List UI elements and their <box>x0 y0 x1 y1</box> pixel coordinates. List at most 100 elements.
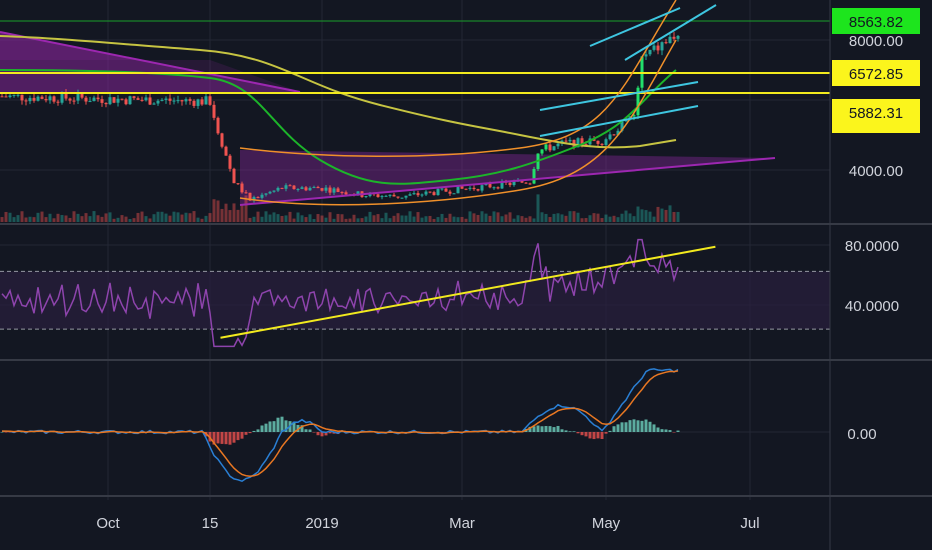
candle-body <box>212 104 216 118</box>
candle-body <box>44 98 48 101</box>
volume-bar <box>452 216 456 222</box>
macd-histogram-bar <box>316 432 320 436</box>
candle-body <box>48 96 52 101</box>
candle-body <box>228 155 232 169</box>
candle-body <box>296 189 300 191</box>
volume-bar <box>152 214 156 222</box>
volume-bar <box>368 211 372 222</box>
macd-histogram-bar <box>580 432 584 436</box>
volume-bar <box>288 211 292 222</box>
volume-bar <box>448 213 452 222</box>
candle-body <box>232 168 236 184</box>
candle-body <box>108 97 112 105</box>
candle-body <box>92 97 96 102</box>
volume-bar <box>120 215 124 222</box>
macd-histogram-bar <box>588 432 592 439</box>
volume-bar <box>232 203 236 222</box>
volume-bar <box>560 214 564 222</box>
volume-bar <box>520 216 524 222</box>
macd-histogram-bar <box>276 417 280 432</box>
candle-body <box>216 117 220 134</box>
candle-body <box>552 146 556 151</box>
macd-histogram-bar <box>248 432 252 434</box>
volume-bar <box>312 218 316 222</box>
volume-bar <box>508 212 512 222</box>
candle-body <box>280 187 284 189</box>
macd-histogram-bar <box>592 432 596 440</box>
candle-body <box>328 187 332 193</box>
macd-histogram-bar <box>300 425 304 432</box>
volume-bar <box>624 210 628 222</box>
macd-histogram-bar <box>656 427 660 432</box>
volume-bar <box>272 212 276 222</box>
volume-bar <box>316 214 320 222</box>
candle-body <box>60 92 64 103</box>
volume-bar <box>500 216 504 222</box>
candle-body <box>416 193 420 196</box>
volume-bar <box>440 213 444 222</box>
macd-histogram-bar <box>280 416 284 432</box>
price-label-bg <box>832 99 920 133</box>
macd-histogram-bar <box>216 432 220 444</box>
arc-upper <box>239 0 677 158</box>
candle-body <box>388 194 392 196</box>
volume-bar <box>536 194 540 222</box>
volume-bar <box>240 204 244 222</box>
volume-bar <box>388 218 392 222</box>
volume-bar <box>608 216 612 222</box>
candle-body <box>140 99 144 101</box>
volume-bar <box>516 215 520 222</box>
volume-bar <box>460 216 464 222</box>
macd-histogram-bar <box>260 425 264 432</box>
volume-bar <box>196 217 200 222</box>
candle-body <box>456 186 460 194</box>
macd-histogram-bar <box>340 431 344 433</box>
volume-bar <box>40 211 44 222</box>
background-overlays <box>0 32 775 205</box>
macd-histogram-bar <box>572 431 576 432</box>
macd-histogram-bar <box>328 432 332 434</box>
candle-body <box>480 185 484 191</box>
macd-histogram-bar <box>668 430 672 432</box>
candle-body <box>72 100 76 102</box>
volume-bar <box>552 213 556 222</box>
candle-body <box>0 96 4 98</box>
volume-bar <box>372 215 376 222</box>
candle-body <box>636 87 640 116</box>
macd-histogram-bar <box>600 432 604 440</box>
volume-bar <box>192 211 196 222</box>
volume-bar <box>504 214 508 222</box>
candle-body <box>24 100 28 102</box>
candle-body <box>444 188 448 192</box>
volume-bar <box>108 212 112 222</box>
candle-body <box>276 187 280 191</box>
price-label: 5882.31 <box>849 105 903 122</box>
volume-bar <box>264 211 268 222</box>
candle-body <box>336 188 340 192</box>
volume-bar <box>0 217 4 222</box>
candle-body <box>180 100 184 102</box>
macd-histogram-bar <box>4 432 8 433</box>
candle-body <box>112 97 116 103</box>
macd-histogram-bar <box>644 419 648 432</box>
candlesticks <box>0 32 680 203</box>
volume-bar <box>88 216 92 222</box>
volume-bar <box>12 217 16 222</box>
volume-bar <box>408 211 412 222</box>
volume-bar <box>64 215 68 222</box>
candle-body <box>632 115 636 117</box>
macd-histogram-bar <box>676 430 680 432</box>
candle-body <box>400 197 404 199</box>
candle-body <box>616 130 620 136</box>
volume-bar <box>436 217 440 222</box>
volume-bar <box>360 218 364 222</box>
volume-bar <box>32 217 36 222</box>
volume-bar <box>72 211 76 222</box>
purple-trendline-lower <box>239 157 776 206</box>
candle-body <box>64 92 68 99</box>
volume-bar <box>160 211 164 222</box>
volume-bar <box>96 215 100 222</box>
candle-body <box>464 188 468 190</box>
candle-body <box>492 187 496 189</box>
